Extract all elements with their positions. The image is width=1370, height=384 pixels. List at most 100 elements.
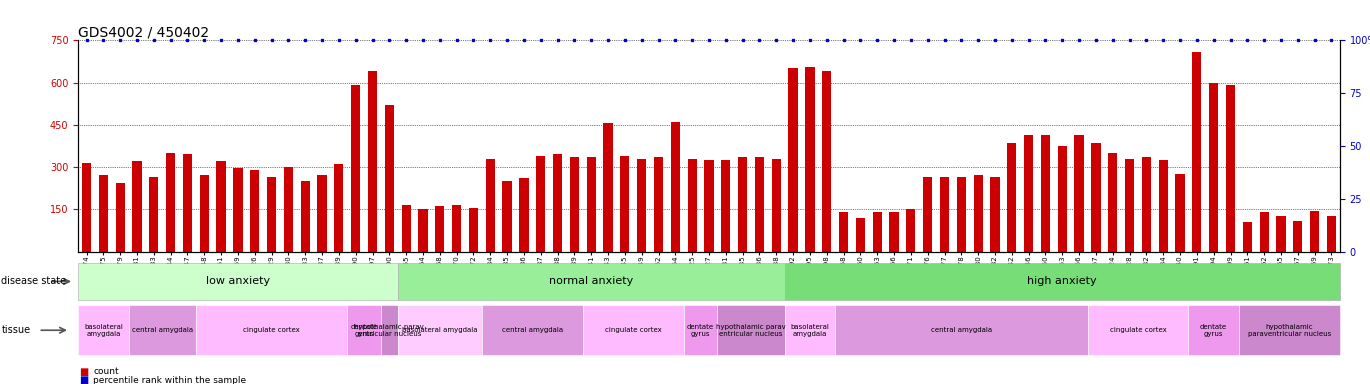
Bar — [838, 212, 848, 252]
Bar — [1159, 160, 1167, 252]
Text: cingulate cortex: cingulate cortex — [1110, 327, 1166, 333]
Bar — [133, 161, 141, 252]
Bar — [1192, 51, 1201, 252]
Bar — [1074, 135, 1084, 252]
Bar — [351, 85, 360, 252]
Text: dentate
gyrus: dentate gyrus — [1200, 324, 1228, 337]
Bar — [1175, 174, 1185, 252]
Bar — [267, 177, 277, 252]
Bar — [586, 157, 596, 252]
Bar — [671, 122, 680, 252]
Bar — [974, 175, 982, 252]
Text: hypothalamic parav
entricular nucleus: hypothalamic parav entricular nucleus — [717, 324, 786, 337]
Bar — [956, 177, 966, 252]
Text: cingulate cortex: cingulate cortex — [244, 327, 300, 333]
Bar — [485, 159, 495, 252]
Bar — [822, 71, 832, 252]
Text: disease state: disease state — [1, 276, 67, 286]
Bar — [369, 71, 377, 252]
Bar — [789, 68, 797, 252]
Bar — [452, 205, 462, 252]
Bar — [418, 209, 427, 252]
Bar — [889, 212, 899, 252]
Text: hypothalamic parav
entricular nucleus: hypothalamic parav entricular nucleus — [355, 324, 425, 337]
Bar — [149, 177, 159, 252]
Bar — [519, 178, 529, 252]
Bar — [1243, 222, 1252, 252]
Bar — [251, 170, 259, 252]
Text: normal anxiety: normal anxiety — [549, 276, 633, 286]
Bar — [856, 218, 864, 252]
Text: ■: ■ — [79, 367, 89, 377]
Bar — [216, 161, 226, 252]
Bar — [688, 159, 697, 252]
Text: high anxiety: high anxiety — [1028, 276, 1097, 286]
Bar — [1092, 143, 1100, 252]
Bar — [755, 157, 764, 252]
Text: count: count — [93, 367, 119, 376]
Bar — [570, 157, 580, 252]
Bar — [82, 163, 92, 252]
Bar — [284, 167, 293, 252]
Text: basolateral amygdala: basolateral amygdala — [401, 327, 478, 333]
Bar — [318, 175, 326, 252]
Bar — [940, 177, 949, 252]
Bar — [721, 160, 730, 252]
Bar — [621, 156, 629, 252]
Bar — [1023, 135, 1033, 252]
Text: tissue: tissue — [1, 325, 30, 335]
Bar — [1058, 146, 1067, 252]
Bar — [1293, 220, 1303, 252]
Text: cingulate cortex: cingulate cortex — [606, 327, 662, 333]
Bar — [738, 157, 747, 252]
Bar — [115, 182, 125, 252]
Text: basolateral
amygdala: basolateral amygdala — [790, 324, 829, 337]
Bar — [771, 159, 781, 252]
Text: basolateral
amygdala: basolateral amygdala — [84, 324, 123, 337]
Bar — [1141, 157, 1151, 252]
Bar — [334, 164, 344, 252]
Bar — [923, 177, 933, 252]
Bar — [906, 209, 915, 252]
Bar — [469, 208, 478, 252]
Bar — [1226, 85, 1236, 252]
Bar — [1326, 216, 1336, 252]
Bar — [704, 160, 714, 252]
Bar — [1210, 83, 1218, 252]
Bar — [436, 207, 444, 252]
Bar — [603, 123, 612, 252]
Bar — [166, 153, 175, 252]
Bar — [873, 212, 882, 252]
Bar — [1259, 212, 1269, 252]
Bar — [1125, 159, 1134, 252]
Bar — [300, 181, 310, 252]
Bar — [1007, 143, 1017, 252]
Bar — [233, 169, 242, 252]
Bar — [385, 105, 395, 252]
Text: dentate
gyrus: dentate gyrus — [351, 324, 378, 337]
Bar — [637, 159, 647, 252]
Bar — [991, 177, 1000, 252]
Text: ■: ■ — [79, 375, 89, 384]
Bar — [1277, 216, 1285, 252]
Text: dentate
gyrus: dentate gyrus — [686, 324, 714, 337]
Bar — [806, 67, 815, 252]
Bar — [1310, 211, 1319, 252]
Bar — [99, 175, 108, 252]
Bar — [182, 154, 192, 252]
Bar — [401, 205, 411, 252]
Bar — [536, 156, 545, 252]
Bar — [1108, 153, 1118, 252]
Bar — [200, 175, 208, 252]
Text: central amygdala: central amygdala — [501, 327, 563, 333]
Text: central amygdala: central amygdala — [132, 327, 193, 333]
Text: low anxiety: low anxiety — [206, 276, 270, 286]
Bar — [1041, 135, 1049, 252]
Text: central amygdala: central amygdala — [930, 327, 992, 333]
Bar — [653, 157, 663, 252]
Text: hypothalamic
paraventricular nucleus: hypothalamic paraventricular nucleus — [1248, 324, 1332, 337]
Bar — [503, 181, 512, 252]
Bar — [553, 154, 562, 252]
Text: GDS4002 / 450402: GDS4002 / 450402 — [78, 25, 210, 39]
Text: percentile rank within the sample: percentile rank within the sample — [93, 376, 247, 384]
